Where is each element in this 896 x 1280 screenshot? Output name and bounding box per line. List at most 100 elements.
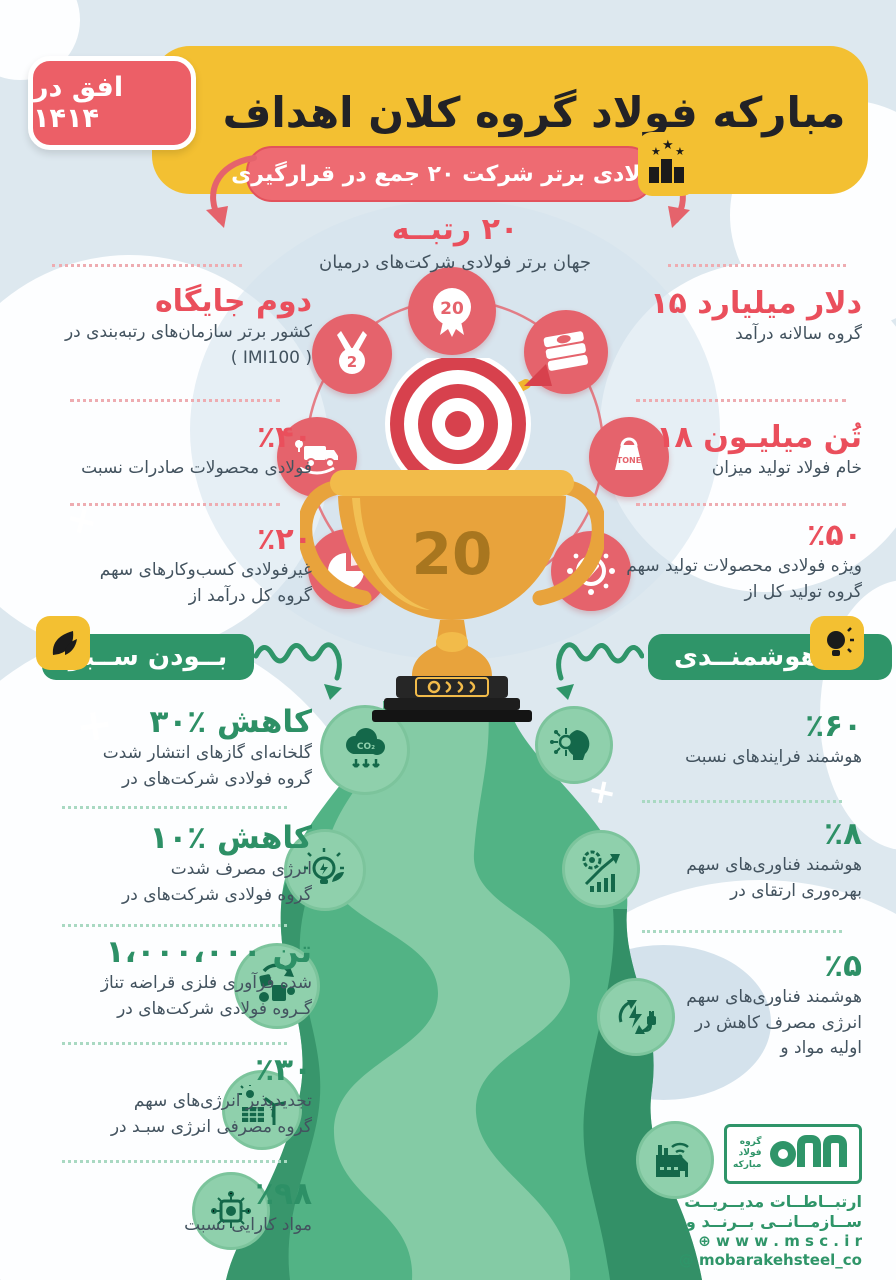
smart-process-icon	[535, 706, 613, 784]
medal-2-icon: 2	[312, 314, 392, 394]
stat-line: از‎ ‎کل‎ ‎تولید‎ ‎گروه	[744, 581, 862, 602]
msc-logo-text: گروه فولاد مبارکه	[733, 1137, 762, 1171]
stat-line: شدت‎ ‎انتشار‎ ‎گازهای‎ ‎گلخانه‌ای	[102, 743, 312, 764]
stat-line: نسبت‎ ‎کارایی‎ ‎مواد	[184, 1215, 312, 1236]
stat-line: سهم‎ ‎تولید‎ ‎محصولات‎ ‎فولادی‎ ‎ویژه	[626, 556, 862, 576]
stat-line: در‎ ‎سبـد‎ ‎انرژی‎ ‎مصرفی‎ ‎گروه	[110, 1116, 312, 1137]
stat-line: در‎ ‎شرکت‌های‎ ‎فولادی‎ ‎گـروه	[117, 998, 312, 1019]
stat-value: ٪۴۰	[257, 420, 312, 455]
dotted-divider	[52, 264, 242, 267]
curved-arrow-left-icon	[206, 155, 257, 228]
stat-line: شدت‎ ‎مصرف‎ ‎انرژی	[170, 859, 312, 880]
logo-line: فولاد	[738, 1148, 762, 1159]
stat-value: ۳۰٪‎ ‎کاهش	[149, 704, 312, 740]
stat-renewable-share: ٪۳۰ سهم‎ ‎انرژی‌های‎ ‎تجدیدپذیر در‎ ‎سبـ…	[28, 1052, 312, 1140]
stat-country-rank: جایگاه‎ ‎دوم در‎ ‎رتبه‌بندی‎ ‎سازمان‌های…	[28, 284, 312, 371]
dotted-divider	[62, 1160, 287, 1163]
stat-line: در‎ ‎رتبه‌بندی‎ ‎سازمان‌های‎ ‎برتر‎ ‎کشو…	[64, 322, 312, 342]
footer-dept-line: مدیــریــت‎ ‎ارتبــاطــات	[684, 1192, 862, 1211]
export-truck-icon	[277, 417, 357, 497]
badge-20-icon: 20	[408, 267, 496, 355]
stat-line: سهم‎ ‎کسب‌وکارهای‎ ‎غیرفولادی	[99, 560, 312, 580]
dotted-divider	[62, 1042, 287, 1045]
renewable-energy-icon	[222, 1070, 302, 1150]
at-icon: @	[678, 1251, 694, 1269]
smart-bulb-icon	[810, 616, 864, 670]
stat-export-share: ٪۴۰ نسبت‎ ‎صادرات‎ ‎محصولات‎ ‎فولادی	[28, 420, 312, 482]
stat-value: ٪۲۰	[257, 522, 312, 557]
dotted-divider	[62, 924, 287, 927]
stat-value: ٪۹۸	[255, 1176, 312, 1212]
logo-line: گروه	[739, 1137, 762, 1148]
website-text: w‎ ‎w‎ ‎w‎ ‎.‎ ‎m‎ ‎s‎ ‎c‎ ‎.‎ ‎i‎ ‎r	[716, 1232, 862, 1250]
rank-title: رتبــه‎ ‎۲۰	[391, 212, 519, 247]
svg-text:TONE: TONE	[617, 456, 641, 465]
msc-logo: گروه فولاد مبارکه	[724, 1124, 862, 1184]
social-text: mobarakehsteel_co	[698, 1251, 862, 1269]
podium-stars-icon: ★ ★ ★	[638, 132, 696, 196]
globe-icon: ⊕	[698, 1232, 711, 1250]
stat-smart-processes: ٪۶۰ نسبت‎ ‎فرایندهای‎ ‎هوشمند	[596, 708, 862, 771]
stat-line: و‎ ‎مواد‎ ‎اولیه	[780, 1038, 862, 1059]
stat-special-products: ٪۵۰ سهم‎ ‎تولید‎ ‎محصولات‎ ‎فولادی‎ ‎ویژ…	[596, 518, 862, 605]
stat-value: ۱۸‎ ‎میلیـون‎ ‎تُن	[656, 420, 862, 455]
top-goal-banner: قرارگیری‎ ‎در‎ ‎جمع‎ ‎۲۰‎ ‎شرکت‎ ‎برتر‎ …	[231, 146, 669, 202]
stat-scrap-tonnage: ۱،۰۰۰،۰۰۰‎ ‎تن تناژ‎ ‎قراضه‎ ‎فلزی‎ ‎فرآ…	[28, 934, 312, 1022]
dotted-divider	[636, 503, 846, 506]
stat-line: میزان‎ ‎تولید‎ ‎فولاد‎ ‎خام	[711, 458, 862, 478]
dotted-divider	[70, 503, 280, 506]
stat-smart-tech-productivity: ٪۸ سهم‎ ‎فناوری‌های‎ ‎هوشمند در‎ ‎ارتقای…	[596, 816, 862, 904]
dotted-divider	[636, 399, 846, 402]
logo-line: مبارکه	[733, 1159, 762, 1170]
stat-line: در‎ ‎شرکت‌های‎ ‎فولادی‎ ‎گروه	[122, 768, 312, 789]
dotted-divider	[642, 930, 842, 933]
gear-chart-icon	[562, 830, 640, 908]
msc-logo-mark	[770, 1135, 847, 1167]
leaf-icon	[36, 616, 90, 670]
stat-line: از‎ ‎درآمد‎ ‎کل‎ ‎گروه	[188, 585, 312, 606]
wavy-arrow-left-icon	[556, 642, 644, 700]
stat-line: سهم‎ ‎فناوری‌های‎ ‎هوشمند	[686, 987, 862, 1008]
trophy-cup: 20	[300, 470, 604, 676]
dotted-divider	[70, 399, 280, 402]
footer-dept-line: و‎ ‎بــرنــد‎ ‎ســازمــانــی	[685, 1212, 862, 1231]
ton-weight-icon: TONE	[589, 417, 669, 497]
star-icon: ★	[662, 139, 674, 153]
energy-plug-icon	[597, 978, 675, 1056]
stat-line: نسبت‎ ‎صادرات‎ ‎محصولات‎ ‎فولادی	[81, 458, 312, 478]
stat-value: ۱۰٪‎ ‎کاهش	[149, 820, 312, 856]
stat-line: در‎ ‎شرکت‌های‎ ‎فولادی‎ ‎گروه	[122, 884, 312, 905]
stat-line: نسبت‎ ‎فرایندهای‎ ‎هوشمند	[685, 747, 862, 768]
stat-value: ٪۸	[824, 816, 862, 852]
stat-energy-reduction: ۱۰٪‎ ‎کاهش شدت‎ ‎مصرف‎ ‎انرژی در‎ ‎شرکت‌…	[28, 820, 312, 908]
stat-value: ٪۳۰	[255, 1052, 312, 1088]
stat-nonsteel-share: ٪۲۰ سهم‎ ‎کسب‌وکارهای‎ ‎غیرفولادی از‎ ‎د…	[28, 522, 312, 609]
dotted-divider	[642, 800, 842, 803]
trophy-base	[372, 676, 532, 722]
stat-line: در‎ ‎ارتقای‎ ‎بهره‌وری	[730, 880, 862, 901]
page-title: اهداف‎ ‎کلان‎ ‎گروه‎ ‎فولاد‎ ‎مبارکه	[222, 88, 847, 137]
stat-value: ٪۵۰	[807, 518, 862, 553]
dotted-divider	[62, 806, 287, 809]
stat-line: سهم‎ ‎انرژی‌های‎ ‎تجدیدپذیر	[133, 1091, 312, 1112]
wavy-arrow-right-icon	[254, 642, 342, 700]
target-icon	[385, 358, 531, 497]
svg-text:CO₂: CO₂	[357, 742, 375, 752]
stat-line: درآمد‎ ‎سالانه‎ ‎گروه	[735, 324, 862, 344]
footer-social: @ mobarakehsteel_co	[600, 1251, 862, 1269]
horizon-year-badge: در‎ ‎افق‎ ‎۱۴۱۴	[28, 56, 196, 150]
stat-smart-tech-consumption: ٪۵ سهم‎ ‎فناوری‌های‎ ‎هوشمند در‎ ‎کاهش‎ …	[596, 948, 862, 1062]
svg-text:20: 20	[440, 299, 464, 319]
trophy-illustration: 20	[300, 358, 604, 722]
co2-cloud-icon: CO₂	[320, 705, 410, 795]
chip-icon	[192, 1172, 270, 1250]
rank-subtitle: درمیان‎ ‎شرکت‌های‎ ‎فولادی‎ ‎برتر‎ ‎جهان	[318, 252, 592, 273]
stat-material-efficiency: ٪۹۸ نسبت‎ ‎کارایی‎ ‎مواد	[28, 1176, 312, 1239]
stat-raw-steel-production: ۱۸‎ ‎میلیـون‎ ‎تُن میزان‎ ‎تولید‎ ‎فولاد…	[596, 420, 862, 482]
dotted-divider	[668, 264, 846, 267]
stat-ghg-reduction: ۳۰٪‎ ‎کاهش شدت‎ ‎انتشار‎ ‎گازهای‎ ‎گلخان…	[28, 704, 312, 792]
stat-annual-income: ۱۵‎ ‎میلیارد‎ ‎دلار درآمد‎ ‎سالانه‎ ‎گرو…	[596, 286, 862, 348]
footer-website: ⊕ w‎ ‎w‎ ‎w‎ ‎.‎ ‎m‎ ‎s‎ ‎c‎ ‎.‎ ‎i‎ ‎r	[600, 1232, 862, 1250]
stat-value: ٪۵	[824, 948, 862, 984]
eco-bulb-icon	[284, 829, 366, 911]
